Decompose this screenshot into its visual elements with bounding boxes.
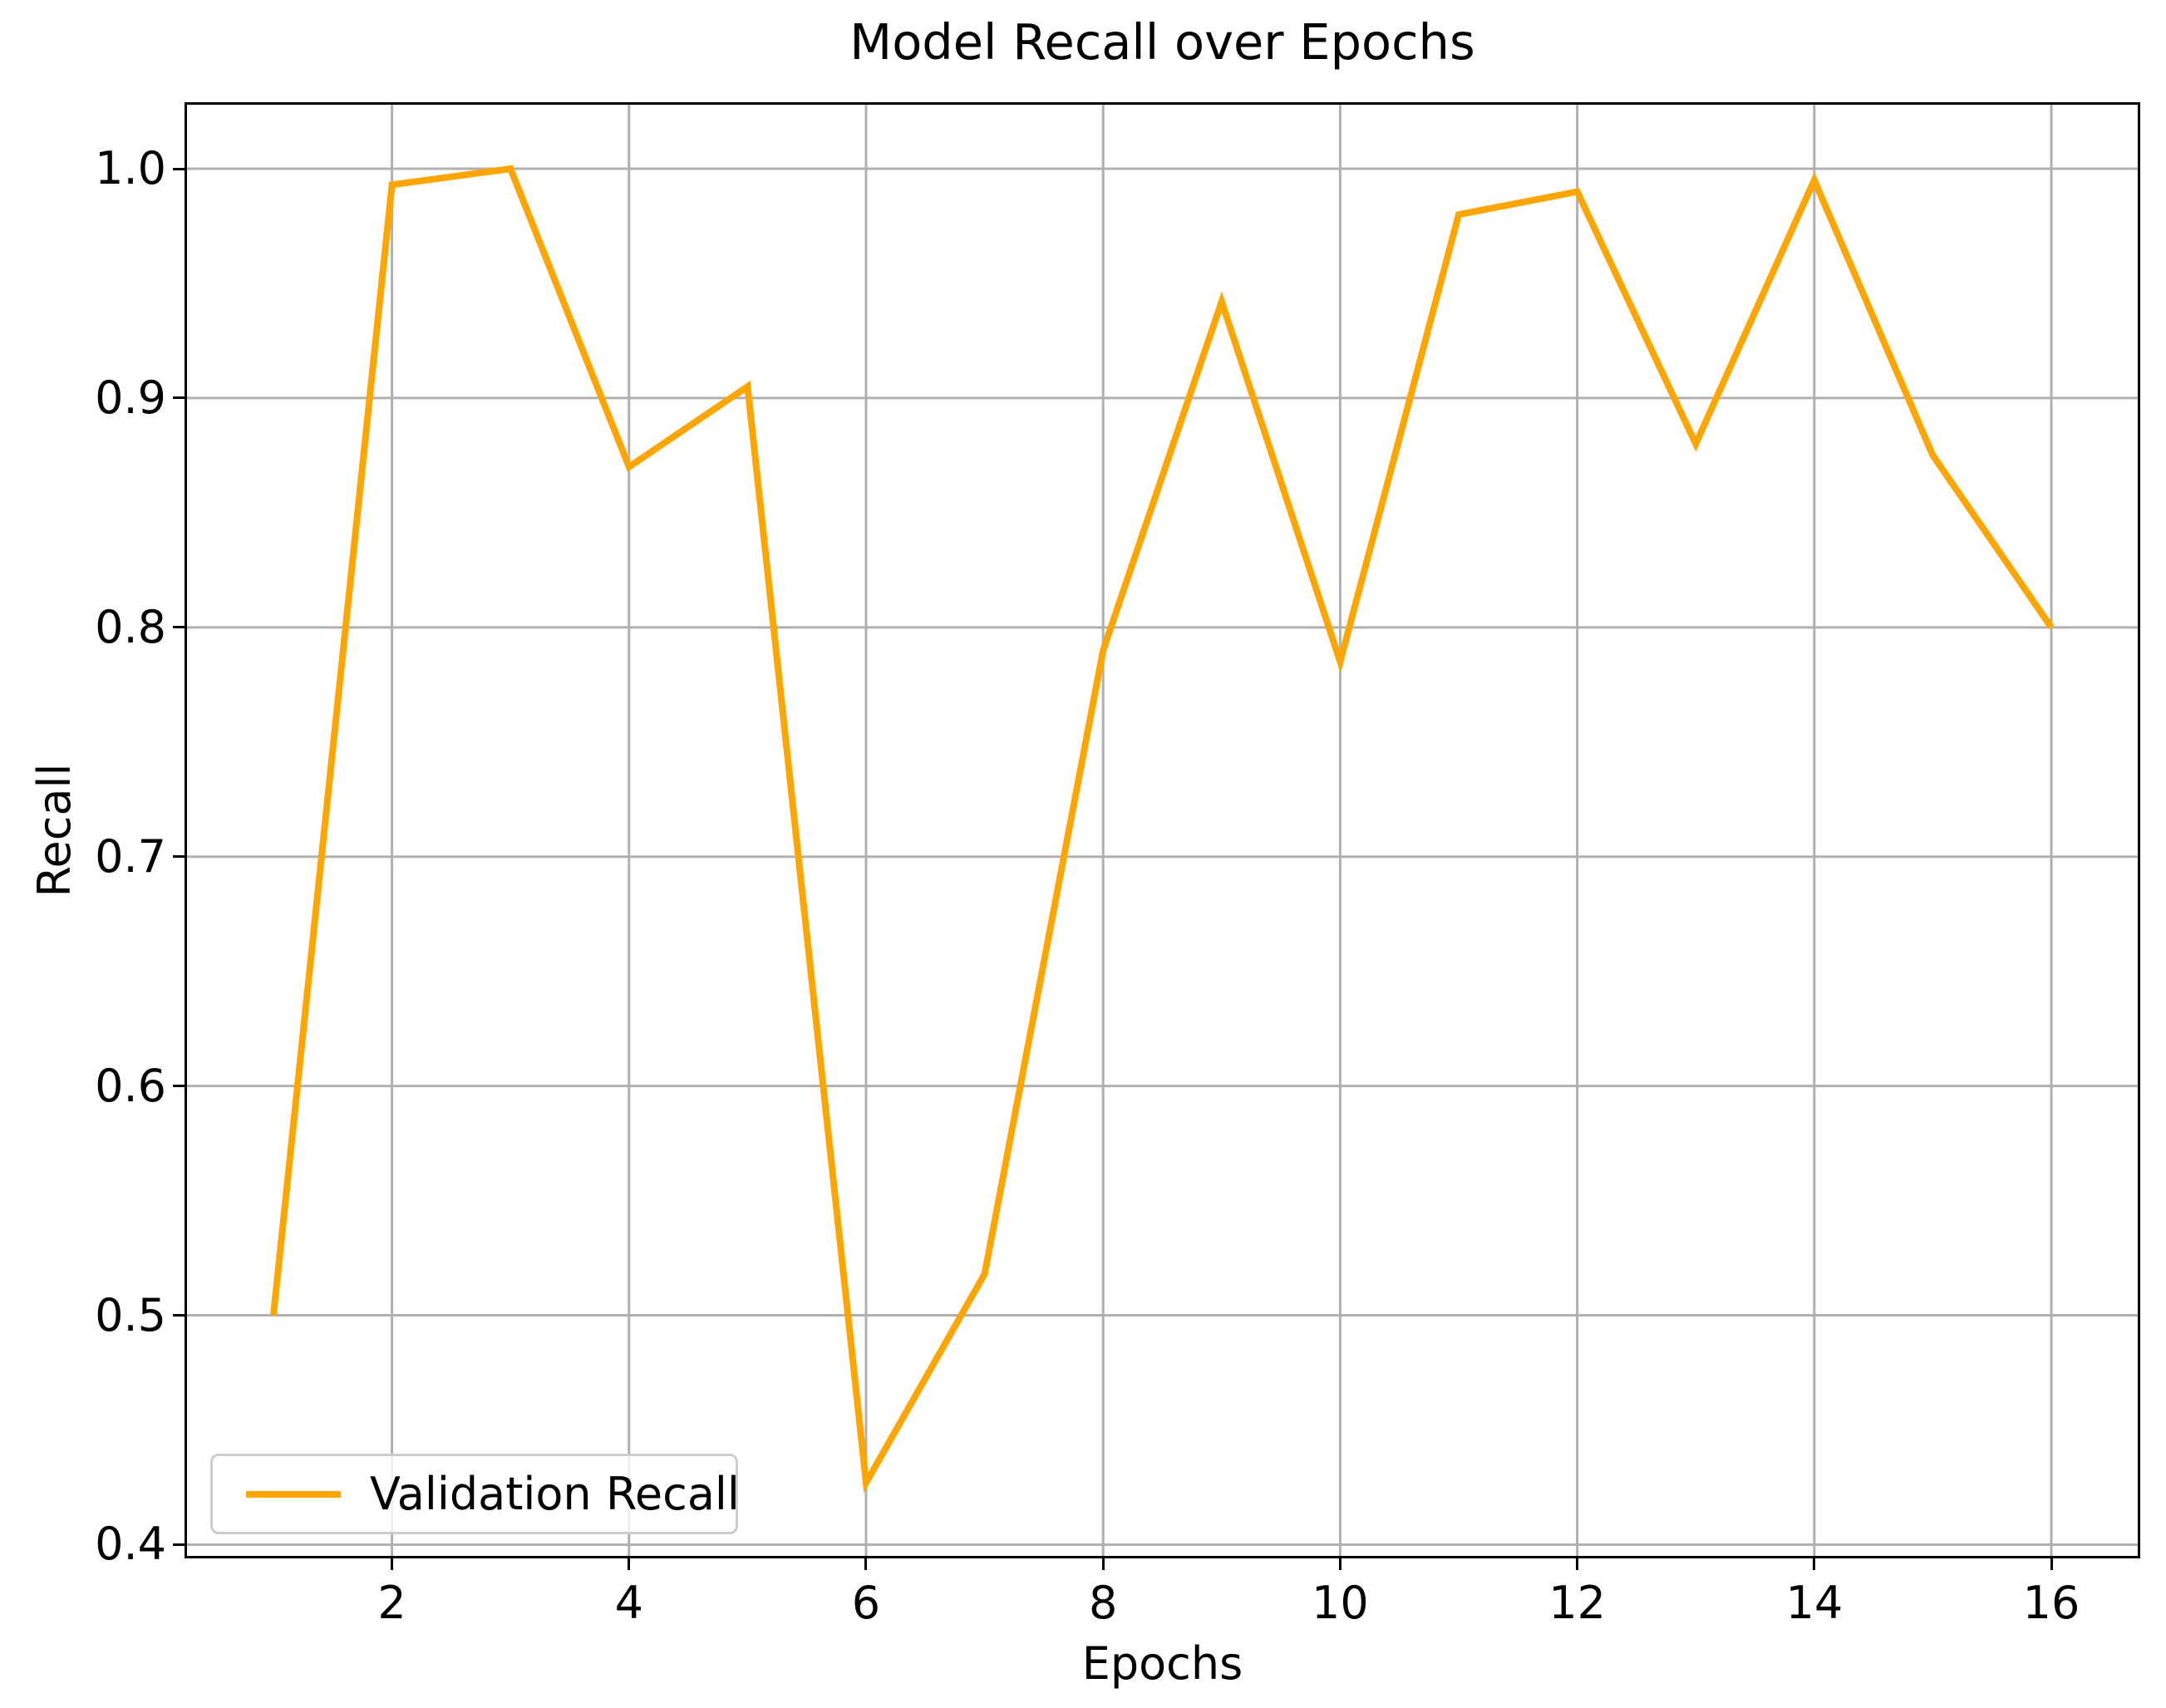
y-tick-mark — [173, 1543, 185, 1546]
axes-svg — [185, 102, 2140, 1558]
series-line-validation-recall — [270, 165, 2055, 1494]
x-tick-label: 6 — [851, 1577, 881, 1629]
y-tick-mark — [173, 396, 185, 400]
x-tick-mark — [1813, 1558, 1816, 1570]
y-tick-label: 0.7 — [95, 829, 166, 883]
y-tick-mark — [173, 167, 185, 170]
y-tick-label: 0.9 — [95, 371, 166, 424]
y-tick-mark — [173, 1314, 185, 1317]
x-tick-label: 12 — [1548, 1577, 1606, 1629]
y-tick-mark — [173, 855, 185, 859]
legend-line-sample — [246, 1490, 341, 1498]
y-tick-label: 0.4 — [95, 1518, 166, 1571]
x-tick-label: 14 — [1785, 1577, 1844, 1629]
x-tick-label: 2 — [377, 1577, 406, 1629]
x-axis-label: Epochs — [1081, 1637, 1243, 1690]
x-tick-mark — [864, 1558, 868, 1570]
chart-title: Model Recall over Epochs — [849, 13, 1475, 71]
x-tick-mark — [1338, 1558, 1341, 1570]
plot-area: Validation Recall — [185, 102, 2140, 1558]
y-tick-label: 0.6 — [95, 1059, 166, 1112]
y-tick-label: 0.5 — [95, 1288, 166, 1341]
y-tick-label: 0.8 — [95, 600, 166, 653]
x-tick-label: 4 — [614, 1577, 643, 1629]
x-tick-mark — [2050, 1558, 2053, 1570]
x-tick-label: 16 — [2022, 1577, 2080, 1629]
y-tick-mark — [173, 1085, 185, 1088]
axes-spines — [185, 102, 2140, 1558]
x-tick-label: 10 — [1312, 1577, 1369, 1629]
x-tick-mark — [391, 1558, 394, 1570]
x-tick-mark — [1576, 1558, 1579, 1570]
legend: Validation Recall — [210, 1454, 740, 1534]
x-tick-mark — [1101, 1558, 1105, 1570]
y-tick-mark — [173, 626, 185, 629]
x-tick-label: 8 — [1089, 1577, 1118, 1629]
x-tick-mark — [628, 1558, 631, 1570]
y-tick-label: 1.0 — [95, 142, 166, 194]
legend-label: Validation Recall — [370, 1467, 740, 1520]
